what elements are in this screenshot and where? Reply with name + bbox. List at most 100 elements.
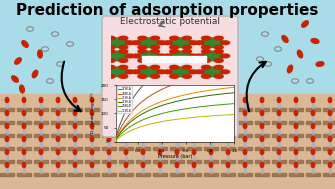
Ellipse shape [141, 136, 145, 142]
Bar [210, 99, 212, 108]
Circle shape [183, 65, 191, 69]
Bar [227, 164, 229, 173]
Circle shape [202, 45, 210, 49]
Ellipse shape [5, 163, 9, 167]
Bar [85, 173, 99, 176]
Bar [85, 160, 99, 163]
Bar [68, 146, 82, 149]
Bar [187, 160, 201, 163]
Ellipse shape [192, 149, 196, 154]
Circle shape [163, 54, 172, 58]
Bar [142, 56, 206, 62]
Bar [312, 139, 314, 146]
Bar [159, 112, 161, 121]
Bar [323, 146, 335, 149]
Ellipse shape [158, 123, 162, 129]
Bar [261, 112, 263, 121]
Ellipse shape [192, 111, 196, 115]
Circle shape [151, 59, 159, 62]
Bar [176, 139, 178, 146]
Bar [119, 160, 133, 163]
Bar [57, 99, 59, 108]
Ellipse shape [243, 149, 247, 154]
Bar [136, 173, 150, 176]
Bar [238, 121, 252, 123]
Bar [34, 146, 48, 149]
Ellipse shape [192, 98, 196, 102]
Bar [0, 160, 14, 163]
Bar [159, 99, 161, 108]
Bar [0, 108, 14, 111]
Bar [40, 112, 42, 121]
Bar [210, 125, 212, 133]
Legend: 273K,A, 298K,A, 313K,A, 273K,B, 298K,B, 313K,B: 273K,A, 298K,A, 313K,A, 273K,B, 298K,B, … [117, 86, 132, 113]
Ellipse shape [243, 163, 247, 167]
Bar [34, 133, 48, 136]
Circle shape [106, 36, 115, 40]
Ellipse shape [107, 149, 111, 154]
Bar [323, 160, 335, 163]
Bar [272, 146, 286, 149]
Bar [74, 152, 76, 160]
Bar [272, 133, 286, 136]
Bar [57, 125, 59, 133]
Bar [153, 121, 167, 123]
Circle shape [125, 70, 134, 74]
Ellipse shape [73, 111, 77, 115]
Ellipse shape [260, 123, 264, 129]
Bar [272, 160, 286, 163]
Ellipse shape [260, 98, 264, 102]
Bar [142, 99, 144, 108]
Bar [204, 108, 218, 111]
Circle shape [132, 70, 140, 74]
Ellipse shape [39, 123, 43, 129]
Bar [34, 173, 48, 176]
Ellipse shape [311, 39, 319, 43]
Bar [40, 139, 42, 146]
Bar [210, 139, 212, 146]
Ellipse shape [39, 98, 43, 102]
Ellipse shape [22, 163, 26, 167]
Circle shape [201, 67, 224, 77]
Circle shape [137, 67, 160, 77]
Circle shape [151, 36, 159, 40]
Circle shape [214, 50, 223, 53]
Bar [312, 152, 314, 160]
Ellipse shape [209, 136, 213, 142]
Circle shape [119, 50, 128, 53]
Bar [295, 112, 297, 121]
Ellipse shape [124, 111, 128, 115]
Bar [272, 121, 286, 123]
Circle shape [170, 59, 179, 62]
Bar [6, 125, 8, 133]
Ellipse shape [301, 21, 309, 27]
Ellipse shape [22, 123, 26, 129]
Circle shape [125, 41, 134, 45]
Circle shape [163, 41, 172, 45]
Bar [57, 112, 59, 121]
Ellipse shape [90, 123, 94, 129]
Circle shape [170, 50, 179, 53]
Bar [17, 173, 31, 176]
Bar [0, 94, 335, 189]
Circle shape [138, 50, 147, 53]
Circle shape [195, 70, 204, 74]
Bar [17, 160, 31, 163]
Circle shape [221, 70, 229, 74]
Bar [306, 160, 320, 163]
Bar [193, 164, 195, 173]
Ellipse shape [175, 163, 179, 167]
Bar [221, 146, 235, 149]
Ellipse shape [107, 163, 111, 167]
Bar [74, 125, 76, 133]
Bar [329, 99, 331, 108]
Bar [159, 152, 161, 160]
Bar [136, 160, 150, 163]
Bar [261, 139, 263, 146]
Bar [57, 139, 59, 146]
Ellipse shape [73, 149, 77, 154]
Bar [329, 152, 331, 160]
Bar [227, 99, 229, 108]
Bar [34, 108, 48, 111]
Bar [68, 121, 82, 123]
